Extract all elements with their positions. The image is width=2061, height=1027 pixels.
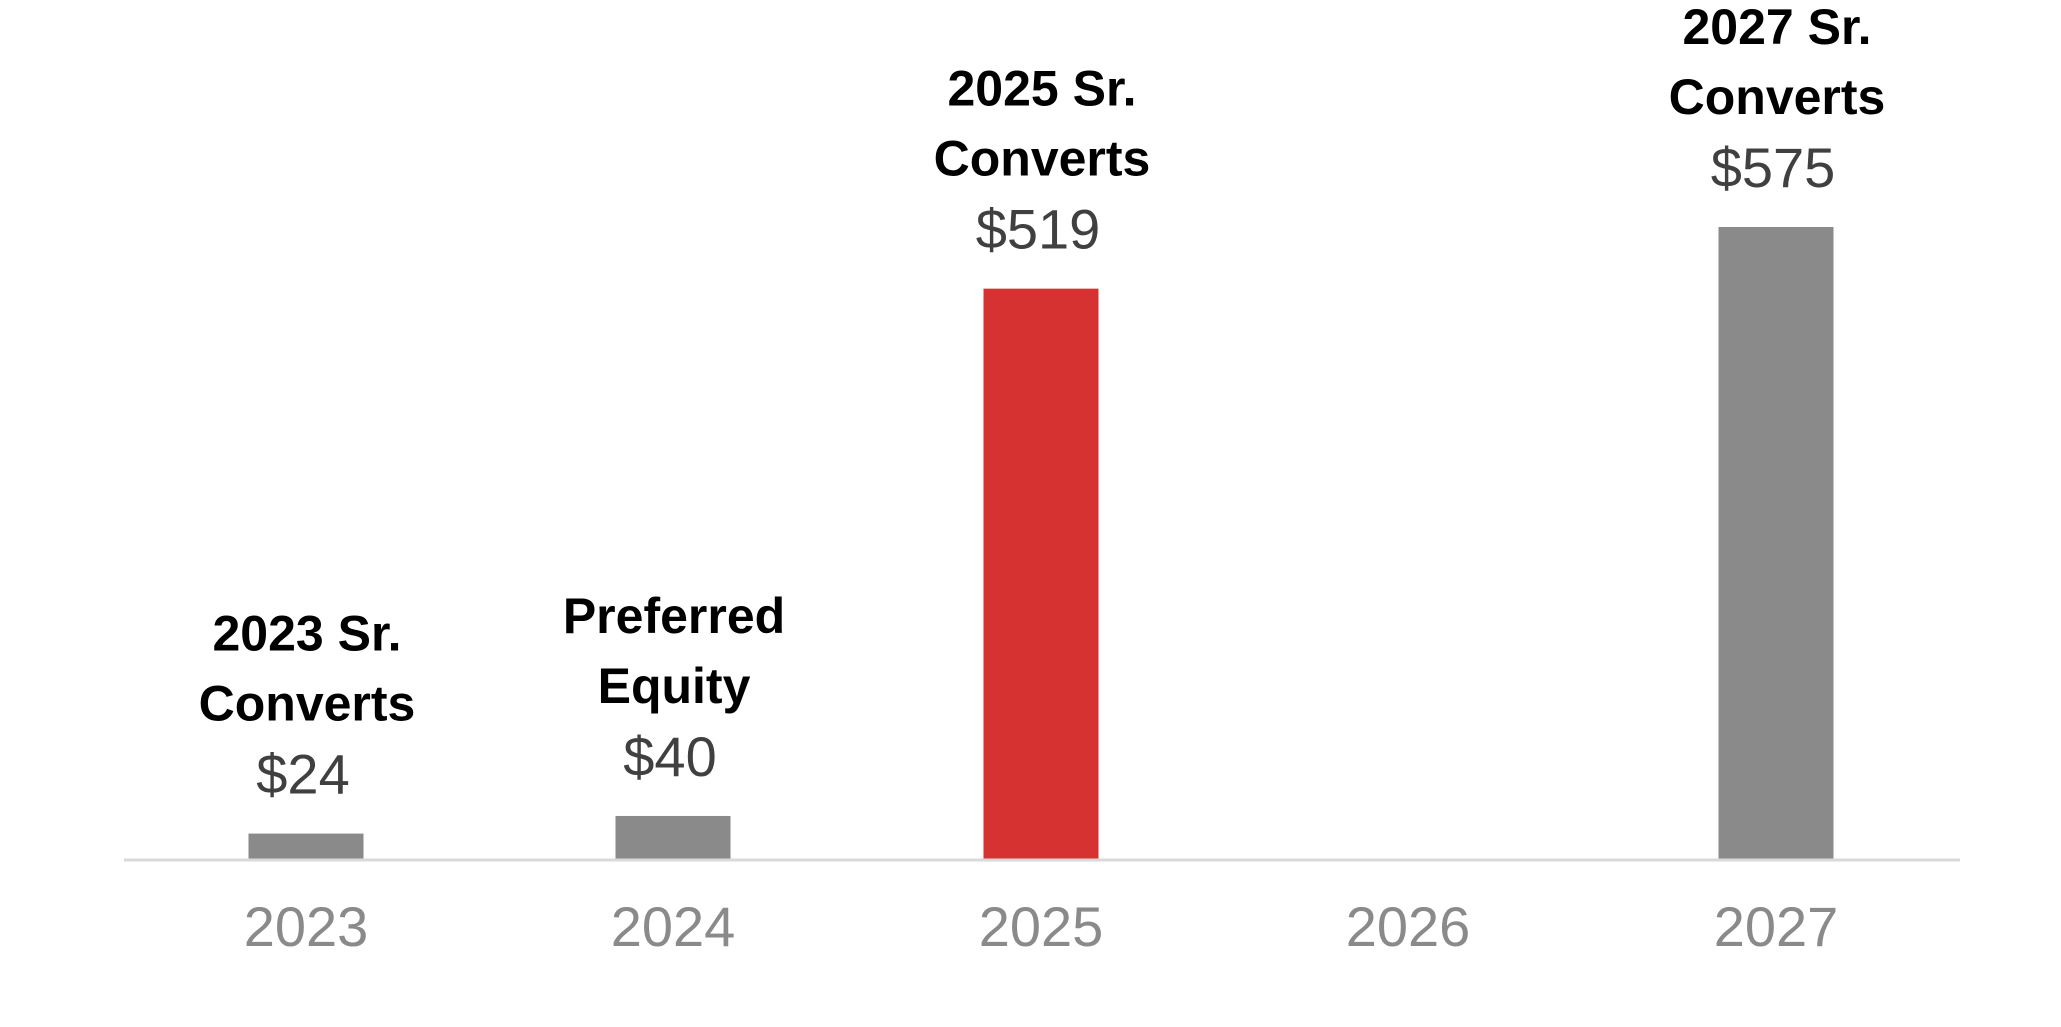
bar-label-2024-line-2: Equity <box>598 658 751 714</box>
x-tick-label-2024: 2024 <box>611 895 736 958</box>
bar-2023 <box>248 833 364 860</box>
bar-label-2023-line-2: Converts <box>199 676 416 732</box>
bar-2027 <box>1718 227 1834 860</box>
bars-layer <box>248 227 1834 860</box>
value-label-2023: $24 <box>256 743 349 806</box>
bar-2025 <box>983 288 1099 860</box>
bar-annotations: $24 2023 Sr. Converts $40 Preferred Equity $51… <box>199 0 1886 806</box>
bar-label-2025-line-1: 2025 Sr. <box>947 61 1136 117</box>
x-tick-label-2025: 2025 <box>979 895 1104 958</box>
x-tick-label-2026: 2026 <box>1346 895 1471 958</box>
value-label-2025: $519 <box>976 198 1101 261</box>
bar-2024 <box>615 815 731 860</box>
x-tick-label-2027: 2027 <box>1714 895 1839 958</box>
value-label-2027: $575 <box>1711 136 1836 199</box>
bar-label-2027-line-1: 2027 Sr. <box>1682 0 1871 55</box>
bar-label-2027-line-2: Converts <box>1669 69 1886 125</box>
bar-label-2025-line-2: Converts <box>934 131 1151 187</box>
value-label-2024: $40 <box>623 725 716 788</box>
x-tick-label-2023: 2023 <box>244 895 369 958</box>
x-tick-labels: 2023 2024 2025 2026 2027 <box>244 895 1839 958</box>
bar-label-2024-line-1: Preferred <box>563 588 785 644</box>
bar-label-2023-line-1: 2023 Sr. <box>212 606 401 662</box>
